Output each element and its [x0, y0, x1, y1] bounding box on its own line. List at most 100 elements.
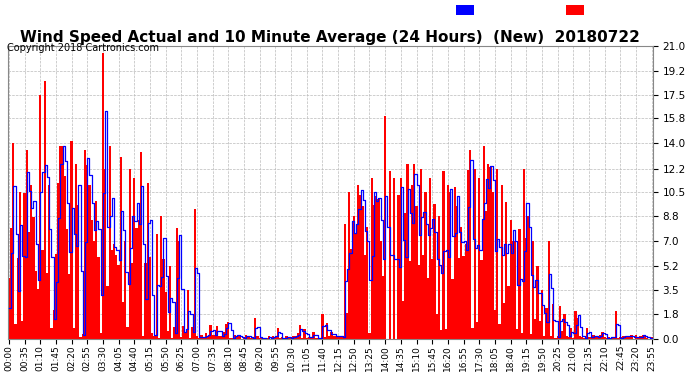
Bar	[275, 337, 277, 339]
Bar	[364, 255, 366, 339]
Bar	[14, 324, 17, 339]
Bar	[351, 249, 353, 339]
Bar	[604, 337, 606, 339]
Bar	[223, 332, 225, 339]
Bar	[487, 164, 489, 339]
Bar	[286, 336, 288, 339]
Bar	[243, 336, 245, 339]
Bar	[10, 228, 12, 339]
Bar	[613, 336, 615, 339]
Bar	[516, 329, 518, 339]
Bar	[299, 325, 301, 339]
Bar	[462, 255, 464, 339]
Bar	[518, 229, 521, 339]
Bar	[333, 336, 335, 339]
Bar	[375, 196, 377, 339]
Bar	[68, 274, 70, 339]
Bar	[530, 334, 532, 339]
Bar	[346, 313, 348, 339]
Bar	[106, 286, 108, 339]
Bar	[581, 337, 584, 339]
Bar	[245, 335, 248, 339]
Bar	[187, 290, 189, 339]
Bar	[173, 327, 176, 339]
Bar	[140, 153, 142, 339]
Bar	[566, 336, 568, 339]
Bar	[162, 259, 164, 339]
Bar	[77, 205, 79, 339]
Bar	[368, 333, 371, 339]
Bar	[317, 338, 319, 339]
Bar	[277, 327, 279, 339]
Bar	[131, 263, 133, 339]
Bar	[149, 257, 151, 339]
Bar	[509, 220, 512, 339]
Bar	[158, 338, 160, 339]
Bar	[189, 338, 191, 339]
Bar	[406, 164, 408, 339]
Bar	[153, 336, 155, 339]
Bar	[523, 169, 525, 339]
Bar	[288, 338, 290, 339]
Bar	[151, 333, 153, 339]
Bar	[12, 144, 14, 339]
Bar	[171, 338, 173, 339]
Bar	[57, 183, 59, 339]
Bar	[404, 213, 406, 339]
Bar	[527, 216, 530, 339]
Bar	[230, 338, 232, 339]
Bar	[117, 265, 120, 339]
Bar	[637, 338, 640, 339]
Bar	[451, 279, 453, 339]
Bar	[200, 335, 203, 339]
Bar	[606, 338, 608, 339]
Bar	[176, 228, 178, 339]
Bar	[507, 285, 509, 339]
Bar	[99, 333, 102, 339]
Bar	[467, 170, 469, 339]
Bar	[191, 327, 194, 339]
Bar	[521, 333, 523, 339]
Bar	[602, 332, 604, 339]
Bar	[388, 171, 391, 339]
Bar	[203, 338, 205, 339]
Bar	[382, 276, 384, 339]
Bar	[380, 241, 382, 339]
Bar	[295, 336, 297, 339]
Bar	[588, 338, 590, 339]
Bar	[315, 338, 317, 339]
Bar	[597, 336, 599, 339]
Bar	[225, 324, 227, 339]
Bar	[557, 336, 559, 339]
Bar	[19, 192, 21, 339]
Bar	[552, 304, 554, 339]
Bar	[102, 53, 104, 339]
Bar	[322, 314, 324, 339]
Bar	[120, 158, 122, 339]
Bar	[344, 224, 346, 339]
Bar	[485, 211, 487, 339]
Bar	[257, 336, 259, 339]
Bar	[586, 327, 588, 339]
Bar	[500, 185, 503, 339]
Bar	[440, 330, 442, 339]
Bar	[155, 234, 158, 339]
Bar	[480, 260, 482, 339]
Bar	[550, 336, 552, 339]
Bar	[160, 216, 162, 339]
Bar	[545, 308, 548, 339]
Bar	[95, 201, 97, 339]
Bar	[48, 185, 50, 339]
Bar	[413, 164, 415, 339]
Bar	[97, 257, 99, 339]
Bar	[43, 81, 46, 339]
Bar	[70, 141, 72, 339]
Bar	[212, 335, 214, 339]
Bar	[182, 326, 185, 339]
Bar	[248, 337, 250, 339]
Bar	[498, 324, 500, 339]
Bar	[306, 338, 308, 339]
Bar	[447, 185, 449, 339]
Bar	[261, 337, 263, 339]
Bar	[453, 187, 455, 339]
